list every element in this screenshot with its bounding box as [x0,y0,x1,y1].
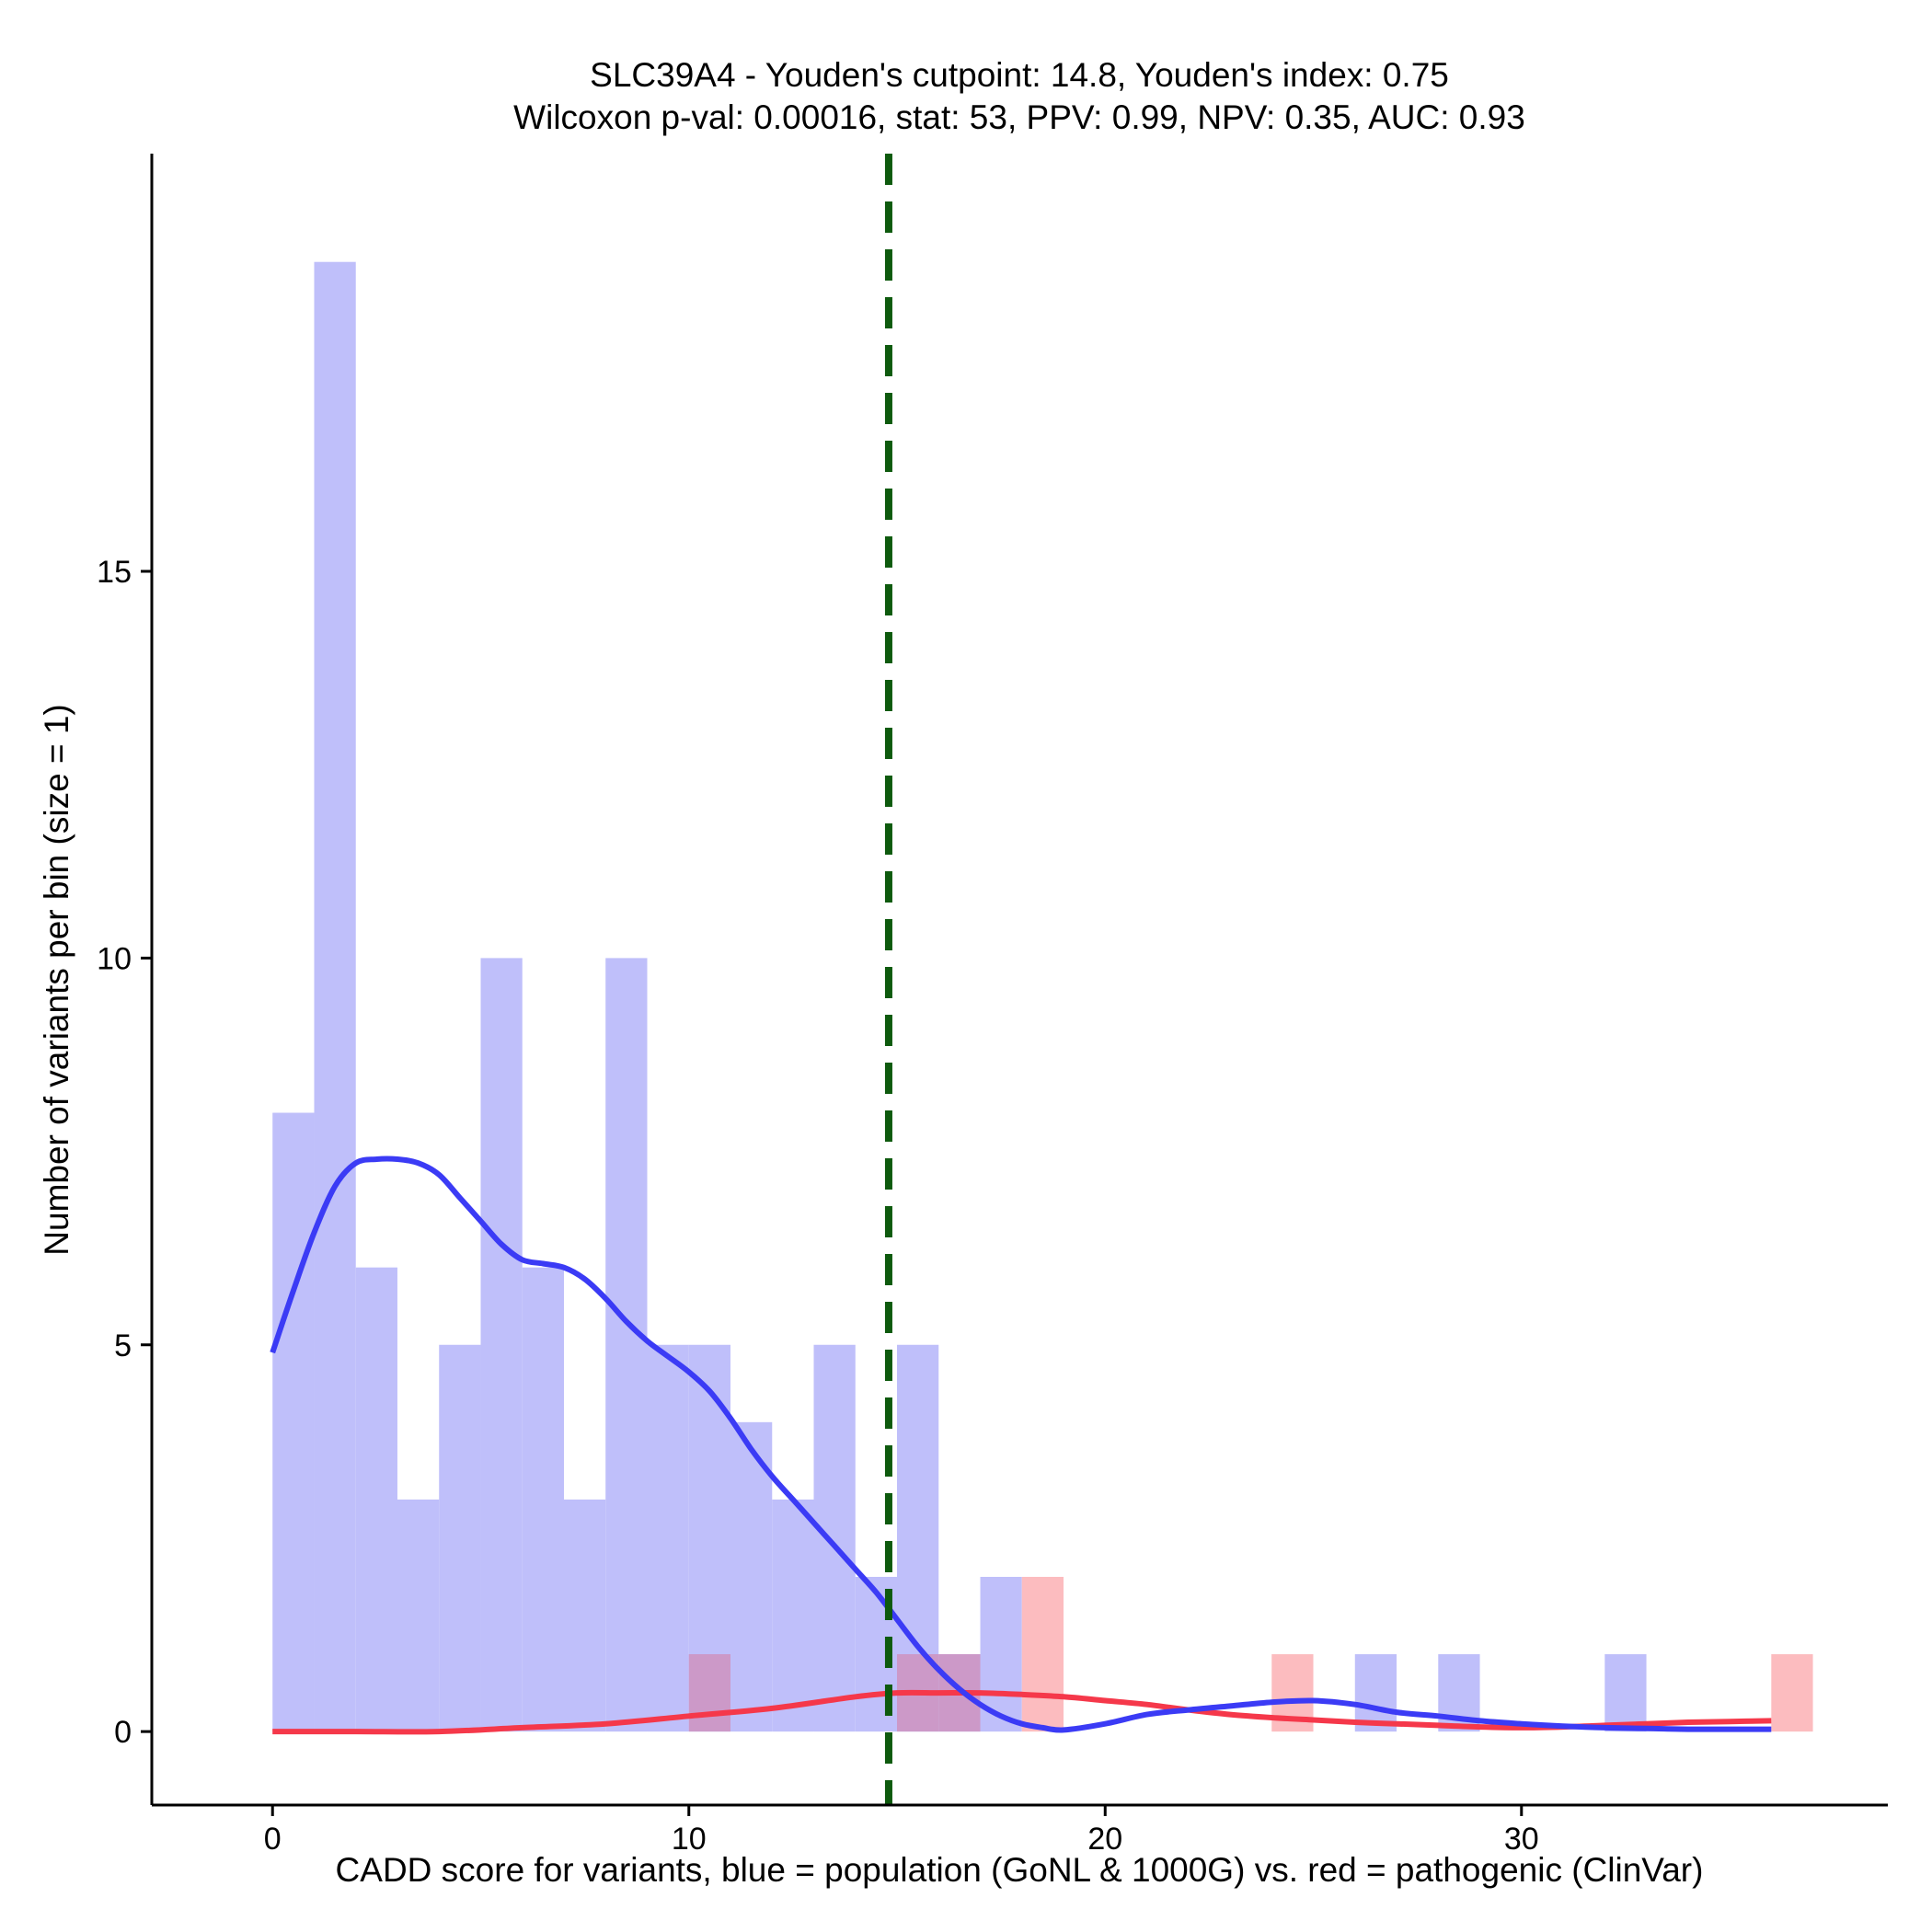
y-axis-title: Number of variants per bin (size = 1) [38,704,75,1255]
x-tick-label: 30 [1504,1822,1539,1857]
y-tick-label: 5 [114,1328,132,1363]
population-bar-32 [1604,1654,1647,1732]
population-bar-7 [563,1499,606,1732]
population-density-line [270,1156,1772,1733]
population-bar-6 [522,1267,564,1732]
population-bar-5 [480,958,523,1732]
chart-title-line1: SLC39A4 - Youden's cutpoint: 14.8, Youde… [590,56,1449,94]
y-tick-label: 10 [97,941,132,976]
chart-title-line2: Wilcoxon p-val: 0.00016, stat: 53, PPV: … [513,98,1525,136]
y-axis-ticks: 0 5 10 15 [97,555,152,1750]
population-bar-2 [355,1267,397,1732]
population-bar-8 [605,958,648,1732]
population-bar-12 [772,1499,814,1732]
x-axis-title: CADD score for variants, blue = populati… [336,1851,1704,1889]
y-tick-label: 0 [114,1715,132,1750]
population-bar-9 [647,1344,689,1732]
population-bar-1 [314,261,356,1732]
pathogenic-bar-18 [1021,1576,1064,1732]
population-bar-0 [272,1112,315,1732]
population-bar-3 [397,1499,440,1732]
y-tick-label: 15 [97,555,132,590]
x-axis-ticks: 0 10 20 30 [264,1805,1539,1857]
population-bars [272,261,1647,1732]
population-bar-26 [1354,1654,1397,1732]
pathogenic-bar-36 [1771,1654,1813,1732]
population-bar-13 [813,1344,856,1732]
x-tick-label: 20 [1087,1822,1122,1857]
x-tick-label: 0 [264,1822,282,1857]
population-bar-11 [730,1421,773,1732]
density-curves [270,1156,1772,1735]
pathogenic-bar-10 [688,1654,730,1732]
x-tick-label: 10 [672,1822,707,1857]
population-bar-4 [439,1344,481,1732]
